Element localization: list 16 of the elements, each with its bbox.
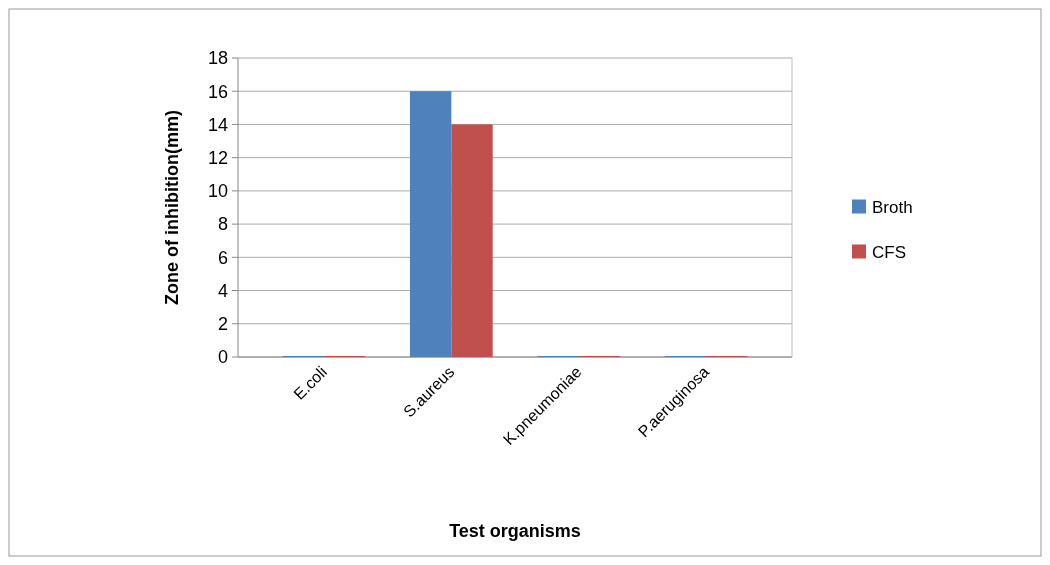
y-tick-label: 4 [217, 280, 228, 301]
legend-label: Broth [872, 198, 913, 218]
y-tick-label: 14 [207, 114, 228, 135]
bar [451, 124, 493, 357]
y-tick-label: 2 [217, 314, 228, 335]
x-axis-title: Test organisms [449, 521, 581, 541]
legend-label: CFS [872, 243, 906, 263]
y-axis-title: Zone of inhibition(mm) [162, 110, 182, 305]
y-tick-label: 6 [217, 247, 228, 268]
y-tick-label: 0 [217, 347, 228, 368]
y-tick-label: 12 [207, 147, 228, 168]
bar [409, 91, 452, 357]
y-tick-label: 18 [207, 48, 228, 69]
y-tick-label: 16 [207, 81, 228, 102]
y-tick-label: 10 [207, 181, 228, 202]
y-tick-label: 8 [217, 214, 228, 235]
